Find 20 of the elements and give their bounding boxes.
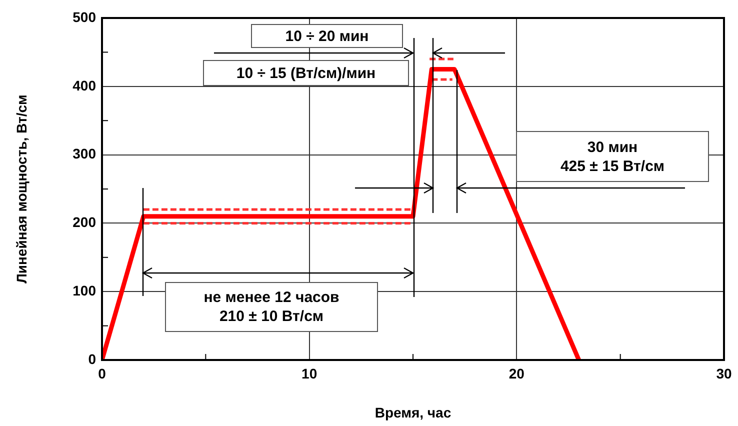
x-tick-label: 10 — [302, 365, 318, 382]
y-tick-label: 100 — [72, 282, 96, 298]
x-tick-label: 30 — [716, 365, 732, 382]
y-tick-label: 500 — [72, 8, 96, 25]
annotation: 30 мин 425 ± 15 Вт/см — [560, 138, 665, 176]
text-box: 30 мин 425 ± 15 Вт/см — [516, 131, 709, 182]
text-box: 10 ÷ 15 (Вт/см)/мин — [203, 60, 409, 86]
annotation: не менее 12 часов 210 ± 10 Вт/см — [204, 288, 340, 326]
y-axis-title: Линейная мощность, Вт/см — [13, 94, 30, 284]
text-box: не менее 12 часов 210 ± 10 Вт/см — [165, 282, 378, 332]
annotation: 10 ÷ 20 мин — [285, 26, 369, 46]
y-tick-label: 300 — [72, 146, 96, 162]
x-tick-label: 20 — [508, 365, 525, 382]
x-tick-label: 0 — [98, 365, 106, 382]
y-tick-label: 200 — [72, 214, 96, 230]
text-box: 10 ÷ 20 мин — [251, 24, 403, 48]
annotation: 10 ÷ 15 (Вт/см)/мин — [236, 64, 376, 82]
y-tick-label: 400 — [72, 77, 96, 94]
x-axis-title: Время, час — [374, 404, 452, 420]
y-tick-label: 0 — [88, 350, 96, 367]
